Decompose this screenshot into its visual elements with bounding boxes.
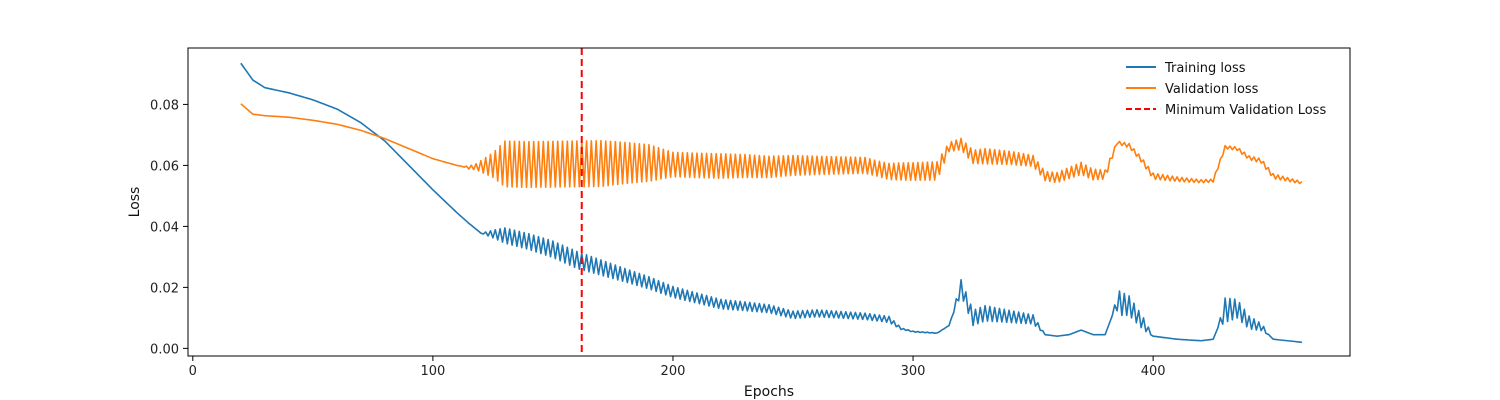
x-tick-label: 200 xyxy=(661,364,686,379)
x-tick-label: 400 xyxy=(1141,364,1166,379)
y-axis-label: Loss xyxy=(127,187,143,218)
legend: Training loss Validation loss Minimum Vali… xyxy=(1126,61,1326,118)
x-tick-label: 0 xyxy=(189,364,197,379)
legend-entry: Minimum Validation Loss xyxy=(1165,103,1326,118)
x-axis-label: Epochs xyxy=(744,384,794,400)
y-tick-label: 0.02 xyxy=(150,281,179,296)
y-tick-label: 0.08 xyxy=(150,98,179,113)
legend-entry: Training loss xyxy=(1164,61,1246,76)
y-tick-label: 0.06 xyxy=(150,159,179,174)
validation-loss-line xyxy=(241,104,1302,188)
y-tick-label: 0.04 xyxy=(150,220,179,235)
x-axis: 0 100 200 300 400 xyxy=(189,356,1166,379)
y-axis: 0.00 0.02 0.04 0.06 0.08 xyxy=(150,98,188,357)
x-tick-label: 100 xyxy=(420,364,445,379)
training-loss-line xyxy=(241,63,1302,342)
x-tick-label: 300 xyxy=(901,364,926,379)
y-tick-label: 0.00 xyxy=(150,342,179,357)
legend-entry: Validation loss xyxy=(1165,82,1259,97)
